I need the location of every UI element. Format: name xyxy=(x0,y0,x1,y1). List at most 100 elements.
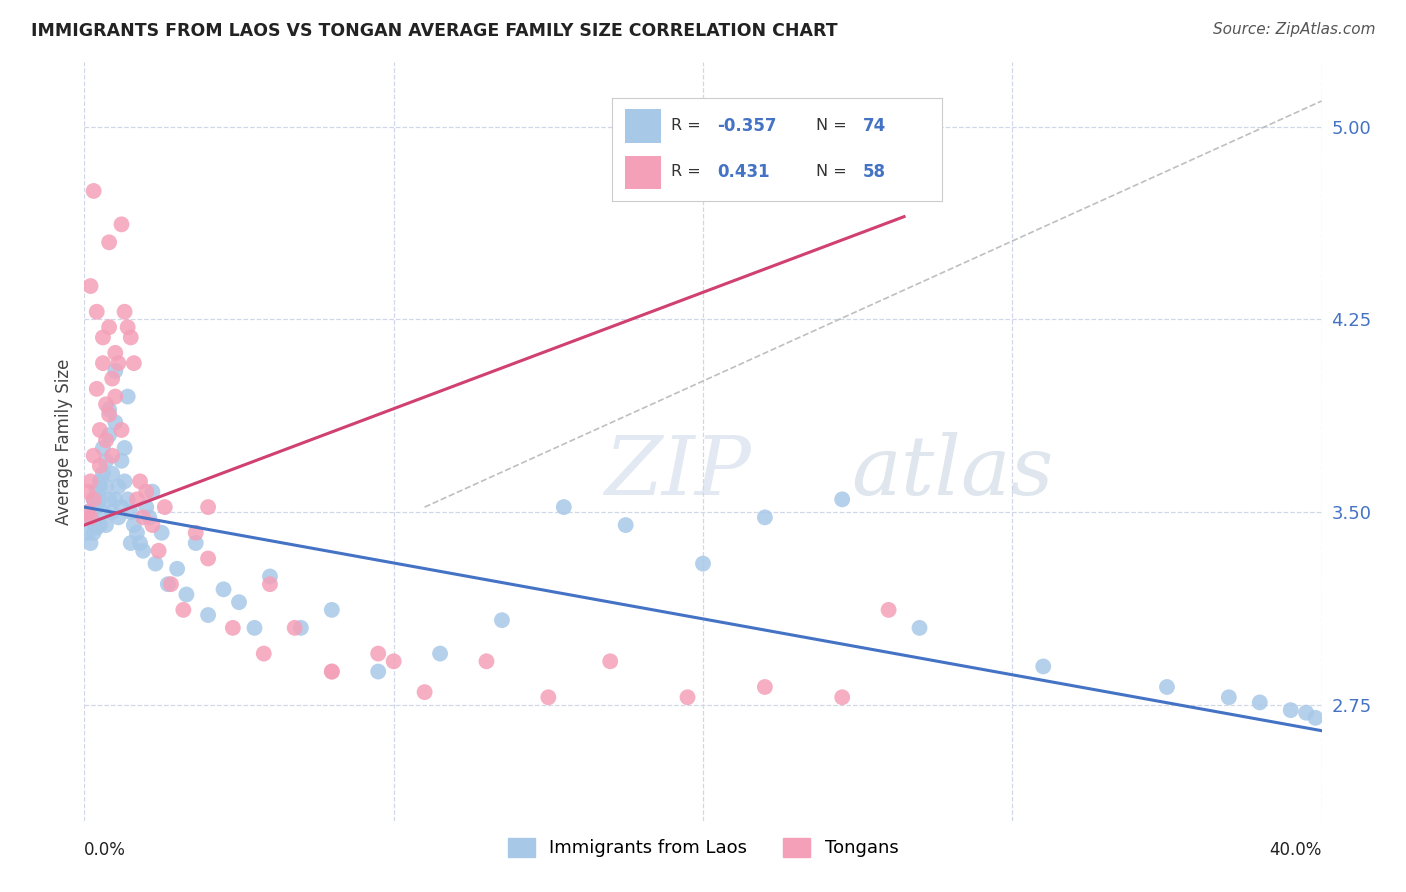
Point xyxy=(259,569,281,583)
Point xyxy=(831,690,853,705)
Text: N =: N = xyxy=(817,164,852,179)
Point xyxy=(76,484,98,499)
Point xyxy=(104,364,127,378)
Text: 0.431: 0.431 xyxy=(717,163,770,181)
Point xyxy=(86,304,108,318)
Point xyxy=(599,654,621,668)
Point xyxy=(101,371,124,385)
Point xyxy=(107,510,129,524)
Point xyxy=(91,330,114,344)
Point xyxy=(1249,695,1271,709)
Point xyxy=(120,330,142,344)
Point xyxy=(125,525,148,540)
Point xyxy=(91,441,114,455)
Point xyxy=(86,500,108,514)
Point xyxy=(321,665,343,679)
Point xyxy=(141,484,163,499)
Point xyxy=(110,500,132,514)
Point xyxy=(145,557,167,571)
Point xyxy=(83,492,105,507)
Point xyxy=(243,621,266,635)
Point xyxy=(101,449,124,463)
Point xyxy=(89,458,111,473)
Point xyxy=(1279,703,1302,717)
Point xyxy=(132,543,155,558)
Point xyxy=(614,518,637,533)
Point xyxy=(79,510,101,524)
Point xyxy=(176,587,198,601)
Point xyxy=(89,475,111,489)
Bar xyxy=(624,155,661,189)
Point xyxy=(91,505,114,519)
Point xyxy=(160,577,183,591)
Point xyxy=(197,607,219,622)
Point xyxy=(101,467,124,481)
Bar xyxy=(624,110,661,144)
Point xyxy=(110,454,132,468)
Point xyxy=(129,475,152,489)
Point xyxy=(153,500,176,514)
Text: -0.357: -0.357 xyxy=(717,117,778,135)
Text: R =: R = xyxy=(671,164,706,179)
Point xyxy=(413,685,436,699)
Point xyxy=(110,218,132,232)
Point xyxy=(89,423,111,437)
Point xyxy=(1156,680,1178,694)
Legend: Immigrants from Laos, Tongans: Immigrants from Laos, Tongans xyxy=(501,830,905,864)
Point xyxy=(676,690,699,705)
Point xyxy=(98,492,121,507)
Point xyxy=(148,543,170,558)
Point xyxy=(553,500,575,514)
Text: N =: N = xyxy=(817,119,852,133)
Point xyxy=(321,665,343,679)
Text: 0.0%: 0.0% xyxy=(84,841,127,859)
Point xyxy=(228,595,250,609)
Point xyxy=(172,603,194,617)
Point xyxy=(117,492,139,507)
Point xyxy=(831,492,853,507)
Point xyxy=(129,536,152,550)
Text: 58: 58 xyxy=(863,163,886,181)
Point xyxy=(89,492,111,507)
Point xyxy=(94,518,117,533)
Point xyxy=(184,525,207,540)
Point xyxy=(110,423,132,437)
Point xyxy=(83,449,105,463)
Point xyxy=(197,500,219,514)
Point xyxy=(692,557,714,571)
Point xyxy=(83,492,105,507)
Point xyxy=(98,235,121,250)
Point xyxy=(367,665,389,679)
Point xyxy=(94,479,117,493)
Point xyxy=(76,525,98,540)
Text: R =: R = xyxy=(671,119,706,133)
Point xyxy=(197,551,219,566)
Point xyxy=(76,505,98,519)
Point xyxy=(184,536,207,550)
Point xyxy=(117,320,139,334)
Point xyxy=(135,500,157,514)
Y-axis label: Average Family Size: Average Family Size xyxy=(55,359,73,524)
Point xyxy=(141,518,163,533)
Point xyxy=(79,279,101,293)
Point xyxy=(104,346,127,360)
Text: 40.0%: 40.0% xyxy=(1270,841,1322,859)
Point xyxy=(1305,711,1327,725)
Point xyxy=(367,647,389,661)
Point xyxy=(253,647,276,661)
Point xyxy=(94,434,117,448)
Point xyxy=(122,356,145,370)
Point xyxy=(259,577,281,591)
Point xyxy=(91,356,114,370)
Point xyxy=(132,510,155,524)
Point xyxy=(104,415,127,429)
Point xyxy=(79,510,101,524)
Point xyxy=(475,654,498,668)
Point xyxy=(491,613,513,627)
Text: 74: 74 xyxy=(863,117,886,135)
Point xyxy=(98,408,121,422)
Point xyxy=(117,390,139,404)
Point xyxy=(98,402,121,417)
Point xyxy=(98,320,121,334)
Point xyxy=(321,603,343,617)
